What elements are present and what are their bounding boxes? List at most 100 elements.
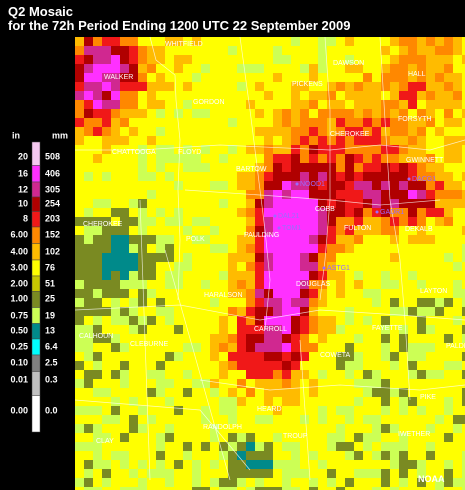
grid-cell (462, 37, 465, 46)
grid-cell (426, 460, 435, 469)
grid-cell (399, 316, 408, 325)
grid-cell (201, 262, 210, 271)
grid-cell (336, 334, 345, 343)
grid-cell (408, 100, 417, 109)
grid-cell (345, 154, 354, 163)
grid-cell (102, 262, 111, 271)
grid-cell (174, 145, 183, 154)
grid-cell (201, 163, 210, 172)
grid-cell (237, 190, 246, 199)
grid-cell (147, 487, 156, 490)
grid-cell (381, 181, 390, 190)
county-label: IWETHER (398, 431, 430, 438)
grid-cell (345, 253, 354, 262)
grid-cell (273, 289, 282, 298)
grid-cell (111, 172, 120, 181)
grid-cell (417, 361, 426, 370)
grid-cell (219, 325, 228, 334)
grid-cell (165, 190, 174, 199)
grid-cell (219, 478, 228, 487)
grid-cell (264, 91, 273, 100)
grid-cell (435, 217, 444, 226)
grid-cell (174, 154, 183, 163)
grid-cell (120, 190, 129, 199)
grid-cell (426, 235, 435, 244)
legend-mm-label: 406 (45, 168, 60, 178)
grid-cell (408, 406, 417, 415)
grid-cell (237, 325, 246, 334)
grid-cell (291, 118, 300, 127)
grid-cell (84, 460, 93, 469)
grid-cell (201, 154, 210, 163)
grid-cell (84, 262, 93, 271)
grid-cell (435, 181, 444, 190)
grid-cell (453, 307, 462, 316)
grid-cell (318, 244, 327, 253)
grid-cell (390, 82, 399, 91)
grid-cell (111, 127, 120, 136)
grid-cell (84, 487, 93, 490)
grid-cell (417, 190, 426, 199)
county-label: CHEROKEE (83, 221, 123, 228)
grid-cell (201, 487, 210, 490)
grid-cell (318, 406, 327, 415)
grid-cell (291, 55, 300, 64)
grid-cell (93, 163, 102, 172)
grid-cell (417, 181, 426, 190)
grid-cell (219, 208, 228, 217)
grid-cell (426, 73, 435, 82)
grid-cell (174, 253, 183, 262)
grid-cell (426, 181, 435, 190)
grid-cell (102, 109, 111, 118)
grid-cell (174, 487, 183, 490)
station-marker (322, 266, 326, 270)
grid-cell (183, 343, 192, 352)
grid-cell (327, 100, 336, 109)
grid-cell (372, 433, 381, 442)
grid-cell (381, 190, 390, 199)
grid-cell (309, 469, 318, 478)
grid-cell (237, 451, 246, 460)
grid-cell (435, 325, 444, 334)
grid-cell (462, 424, 465, 433)
grid-cell (264, 361, 273, 370)
grid-cell (327, 406, 336, 415)
grid-cell (84, 352, 93, 361)
grid-cell (390, 253, 399, 262)
grid-cell (93, 379, 102, 388)
grid-cell (426, 244, 435, 253)
legend-in-label: 0.01 (10, 374, 28, 384)
grid-cell (291, 298, 300, 307)
grid-cell (147, 118, 156, 127)
grid-cell (156, 109, 165, 118)
grid-cell (228, 424, 237, 433)
grid-cell (435, 100, 444, 109)
grid-cell (255, 226, 264, 235)
grid-cell (336, 370, 345, 379)
grid-cell (408, 487, 417, 490)
grid-cell (201, 271, 210, 280)
grid-cell (84, 325, 93, 334)
grid-cell (183, 469, 192, 478)
grid-cell (138, 442, 147, 451)
grid-cell (210, 388, 219, 397)
grid-cell (255, 415, 264, 424)
grid-cell (264, 352, 273, 361)
grid-cell (201, 199, 210, 208)
grid-cell (273, 379, 282, 388)
grid-cell (354, 127, 363, 136)
grid-cell (363, 91, 372, 100)
grid-cell (372, 154, 381, 163)
legend-swatch (31, 323, 41, 340)
grid-cell (309, 298, 318, 307)
grid-cell (255, 442, 264, 451)
grid-cell (192, 343, 201, 352)
grid-cell (264, 253, 273, 262)
grid-cell (417, 280, 426, 289)
grid-cell (219, 316, 228, 325)
grid-cell (435, 433, 444, 442)
grid-cell (156, 145, 165, 154)
grid-cell (426, 442, 435, 451)
grid-cell (291, 109, 300, 118)
grid-cell (345, 217, 354, 226)
